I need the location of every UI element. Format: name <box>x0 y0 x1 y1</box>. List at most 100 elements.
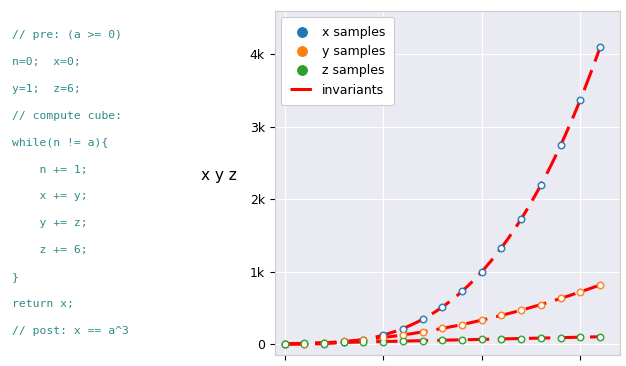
Point <box>279 341 289 347</box>
Point <box>299 341 309 347</box>
Point <box>457 322 467 328</box>
Point <box>299 341 309 347</box>
Point <box>457 288 467 294</box>
Text: y += z;: y += z; <box>12 219 87 228</box>
Point <box>457 322 467 328</box>
Point <box>496 245 506 251</box>
Point <box>457 337 467 343</box>
Text: z += 6;: z += 6; <box>12 245 87 255</box>
Point <box>476 269 486 274</box>
Point <box>437 337 447 343</box>
Point <box>418 329 428 335</box>
Point <box>378 339 388 344</box>
Point <box>496 313 506 318</box>
Point <box>279 341 289 347</box>
Point <box>418 316 428 322</box>
Point <box>339 339 349 345</box>
Point <box>378 335 388 340</box>
Text: }: } <box>12 272 19 282</box>
Point <box>437 337 447 343</box>
Point <box>575 334 585 340</box>
Point <box>299 341 309 347</box>
Point <box>279 341 289 347</box>
Point <box>378 339 388 344</box>
Point <box>476 336 486 342</box>
Point <box>319 340 329 346</box>
Point <box>457 337 467 343</box>
Point <box>575 334 585 340</box>
Point <box>496 245 506 251</box>
Point <box>595 45 605 51</box>
Point <box>299 341 309 347</box>
Point <box>279 341 289 347</box>
Point <box>299 340 309 346</box>
Point <box>378 332 388 338</box>
Point <box>279 341 289 347</box>
Point <box>457 288 467 294</box>
Text: n=0;  x=0;: n=0; x=0; <box>12 57 80 67</box>
Point <box>516 307 526 313</box>
Point <box>575 97 585 102</box>
Point <box>437 304 447 310</box>
Point <box>536 182 546 188</box>
Point <box>595 45 605 51</box>
Text: return x;: return x; <box>12 299 73 309</box>
Point <box>536 302 546 307</box>
Point <box>398 326 408 332</box>
Point <box>358 337 368 343</box>
Text: y=1;  z=6;: y=1; z=6; <box>12 84 80 94</box>
Point <box>299 340 309 346</box>
Point <box>555 295 565 301</box>
Point <box>595 282 605 288</box>
Point <box>496 313 506 318</box>
Text: while(n != a){: while(n != a){ <box>12 138 108 147</box>
Point <box>476 336 486 342</box>
Point <box>339 339 349 344</box>
Point <box>319 340 329 346</box>
Point <box>575 289 585 295</box>
Point <box>437 304 447 310</box>
Point <box>378 335 388 340</box>
Point <box>319 340 329 346</box>
Point <box>516 216 526 222</box>
Point <box>418 329 428 335</box>
Point <box>398 326 408 332</box>
Text: // post: x == a^3: // post: x == a^3 <box>12 326 128 336</box>
Point <box>516 336 526 341</box>
Point <box>555 295 565 301</box>
Point <box>595 334 605 340</box>
Point <box>398 332 408 338</box>
Point <box>575 97 585 102</box>
Point <box>595 334 605 340</box>
Point <box>595 282 605 288</box>
Text: n += 1;: n += 1; <box>12 165 87 175</box>
Point <box>398 332 408 338</box>
Point <box>279 341 289 347</box>
Point <box>555 142 565 148</box>
Point <box>339 339 349 345</box>
Text: // pre: (a >= 0): // pre: (a >= 0) <box>12 30 121 40</box>
Point <box>496 336 506 342</box>
Point <box>575 289 585 295</box>
Point <box>555 335 565 341</box>
Point <box>555 142 565 148</box>
Point <box>476 317 486 323</box>
Point <box>437 325 447 331</box>
Point <box>319 340 329 346</box>
Point <box>418 338 428 344</box>
Point <box>339 340 349 346</box>
Point <box>358 337 368 343</box>
Point <box>536 335 546 341</box>
Point <box>555 335 565 341</box>
Point <box>536 335 546 341</box>
Text: // compute cube:: // compute cube: <box>12 111 121 121</box>
Point <box>418 338 428 344</box>
Point <box>516 307 526 313</box>
Point <box>476 317 486 323</box>
Point <box>319 341 329 347</box>
Point <box>496 336 506 342</box>
Point <box>398 338 408 344</box>
Text: x += y;: x += y; <box>12 191 87 201</box>
Point <box>536 182 546 188</box>
Point <box>516 216 526 222</box>
